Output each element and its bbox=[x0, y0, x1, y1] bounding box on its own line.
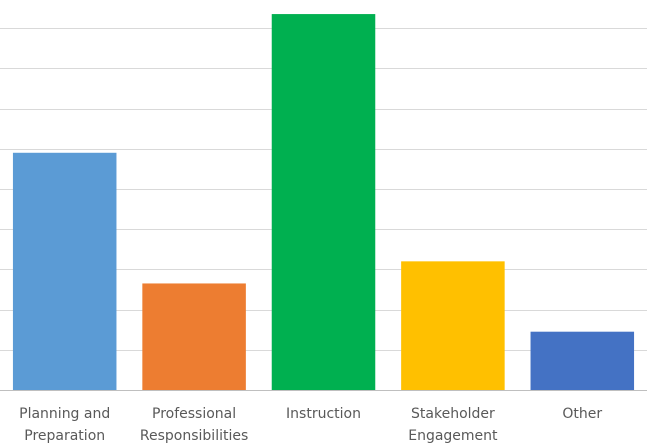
x-tick-label-line: Other bbox=[562, 406, 602, 422]
bar-5 bbox=[530, 331, 635, 390]
bars bbox=[12, 14, 635, 390]
x-tick-label-4: Stakeholder Engagement bbox=[408, 406, 498, 444]
x-tick-label-line: Stakeholder bbox=[411, 406, 495, 422]
x-tick-label-line: Instruction bbox=[286, 406, 361, 422]
bar-1 bbox=[12, 152, 117, 390]
x-tick-label-line: Planning and bbox=[19, 406, 110, 422]
x-tick-label-line: Preparation bbox=[24, 428, 105, 444]
x-tick-label-line: Engagement bbox=[408, 428, 498, 444]
x-tick-labels: Planning and Preparation Professional Respo… bbox=[19, 406, 602, 444]
x-tick-label-1: Planning and Preparation bbox=[19, 406, 110, 444]
x-tick-label-line: Professional bbox=[152, 406, 236, 422]
bar-2 bbox=[142, 283, 246, 390]
x-tick-label-line: Responsibilities bbox=[140, 428, 248, 444]
x-tick-label-3: Instruction bbox=[286, 406, 361, 422]
x-tick-label-2: Professional Responsibilities bbox=[140, 406, 248, 444]
bar-4 bbox=[401, 261, 505, 390]
bar-3 bbox=[271, 14, 376, 390]
x-tick-label-5: Other bbox=[562, 406, 602, 422]
